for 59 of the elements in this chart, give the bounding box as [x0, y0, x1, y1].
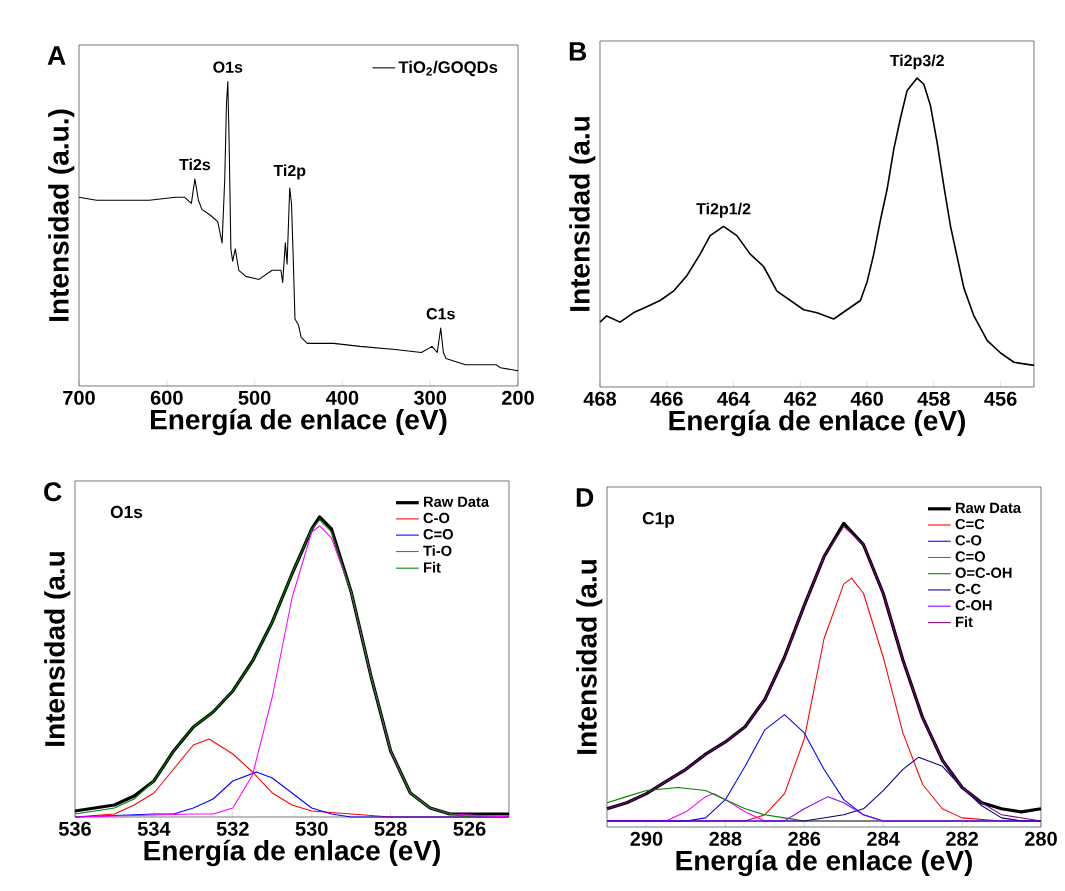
x-tick-label: 526: [453, 821, 486, 836]
x-tick-label: 466: [650, 391, 683, 406]
y-axis-title: Intensidad (a.u.): [48, 109, 75, 321]
x-tick-label: 290: [630, 831, 663, 846]
x-tick-label: 284: [867, 831, 900, 846]
annotation: Ti2p1/2: [696, 202, 751, 218]
chart-title: C: [44, 482, 62, 502]
annotation: Ti2s: [179, 158, 211, 171]
legend-label: Raw Data: [956, 502, 1022, 514]
legend-label: C-C: [955, 583, 981, 595]
x-tick-label: 536: [58, 821, 91, 836]
x-tick-label: 468: [583, 391, 617, 406]
legend-label: Raw Data: [424, 496, 490, 507]
x-tick-label: 458: [917, 391, 950, 406]
legend-label: C-O: [423, 512, 450, 524]
x-axis-title: Energía de enlace (eV): [144, 839, 440, 867]
x-tick-label: 280: [1025, 831, 1057, 846]
legend-label: C=O: [955, 551, 985, 562]
annotation: O1s: [110, 505, 143, 519]
x-axis-title: Energía de enlace (eV): [150, 408, 447, 436]
y-axis-title: Intensidad (a.u: [576, 560, 603, 754]
chart-title: D: [576, 488, 594, 507]
chart-title: A: [47, 46, 66, 65]
x-tick-label: 500: [238, 390, 271, 405]
legend-label: C-O: [955, 535, 982, 546]
annotation: O1s: [213, 61, 243, 73]
x-tick-label: 534: [137, 821, 171, 836]
x-tick-label: 700: [63, 390, 95, 405]
x-tick-label: 530: [295, 821, 328, 836]
x-tick-label: 532: [216, 821, 249, 836]
x-tick-label: 288: [709, 831, 742, 846]
legend-label: O=C-OH: [955, 567, 1012, 578]
legend-label: C=C: [955, 518, 985, 530]
x-tick-label: 600: [150, 390, 183, 405]
legend-label: Fit: [956, 616, 973, 628]
legend-label: C=O: [423, 529, 453, 540]
chart-title: B: [569, 42, 587, 61]
x-tick-label: 300: [413, 390, 447, 405]
y-axis-title: Intensidad (a.u: [569, 117, 596, 311]
x-tick-label: 400: [326, 390, 359, 405]
x-tick-label: 464: [717, 391, 751, 406]
x-tick-label: 528: [374, 821, 407, 836]
x-tick-label: 462: [783, 391, 817, 406]
annotation: C1s: [426, 308, 455, 320]
annotation: C1p: [642, 512, 675, 528]
legend-label: TiO$_{2}$/GOQDs: [398, 60, 498, 77]
x-axis-title: Energía de enlace (eV): [669, 409, 965, 437]
x-tick-label: 286: [788, 831, 821, 846]
annotation: Ti2p3/2: [889, 54, 944, 70]
x-tick-label: 200: [502, 390, 534, 405]
legend-label: Fit: [424, 561, 441, 573]
y-axis-title: Intensidad (a.u: [44, 552, 71, 746]
x-tick-label: 460: [850, 391, 883, 406]
x-axis-title: Energía de enlace (eV): [676, 849, 972, 877]
x-tick-label: 282: [946, 831, 978, 846]
legend-label: C-OH: [955, 600, 992, 611]
annotation: Ti2p: [273, 164, 306, 180]
x-tick-label: 456: [984, 391, 1017, 406]
legend-label: Ti-O: [423, 545, 452, 557]
